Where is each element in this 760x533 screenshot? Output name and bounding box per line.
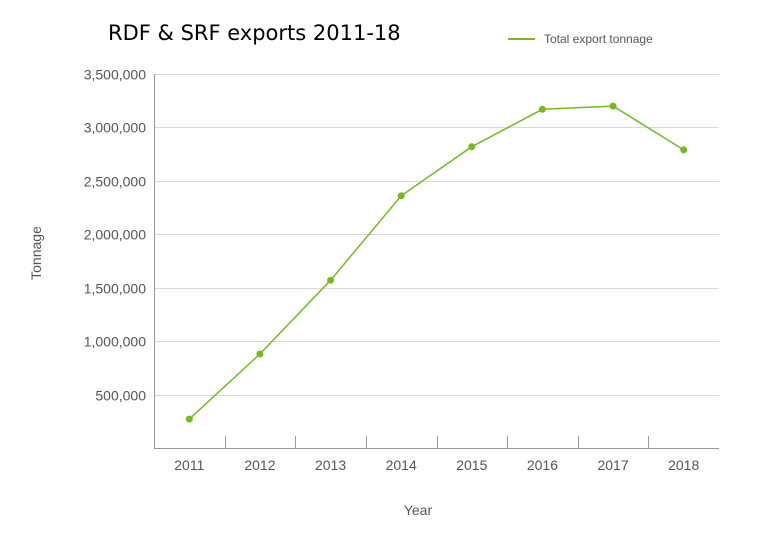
data-point[interactable] [256,350,264,358]
y-tick-label: 1,000,000 [84,334,146,350]
series-group [185,102,688,423]
y-tick-label: 1,500,000 [84,281,146,297]
x-tick-label: 2013 [315,457,346,473]
x-axis-title: Year [404,502,433,518]
gridlines [154,74,719,396]
chart-title: RDF & SRF exports 2011-18 [108,21,401,45]
data-point[interactable] [185,415,193,423]
y-tick-label: 2,500,000 [84,174,146,190]
x-tick-label: 2012 [244,457,275,473]
y-tick-labels: 500,000 1,000,000 1,500,000 2,000,000 2,500,… [84,67,147,404]
data-point[interactable] [538,105,546,113]
data-point[interactable] [609,102,617,110]
legend-label: Total export tonnage [544,32,653,46]
x-tick-label: 2018 [668,457,699,473]
y-axis-title: Tonnage [28,226,44,280]
data-point[interactable] [468,143,476,151]
axes [154,74,719,449]
data-point[interactable] [327,276,335,284]
y-tick-label: 3,000,000 [84,120,146,136]
data-point[interactable] [397,192,405,200]
series-line [188,105,685,420]
data-point[interactable] [680,146,688,154]
legend[interactable]: Total export tonnage [508,32,653,46]
x-tick-labels: 2011 2012 2013 2014 2015 2016 2017 2018 [174,457,699,473]
x-tick-label: 2016 [527,457,558,473]
y-tick-label: 500,000 [95,388,146,404]
x-tick-label: 2011 [174,457,204,473]
x-tick-label: 2015 [456,457,487,473]
y-tick-label: 3,500,000 [84,67,146,83]
x-tick-label: 2017 [597,457,628,473]
y-tick-label: 2,000,000 [84,227,146,243]
x-tick-label: 2014 [386,457,417,473]
